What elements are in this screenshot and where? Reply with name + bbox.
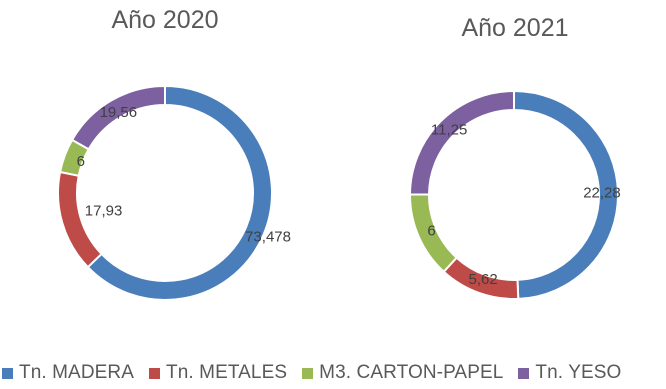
data-label-2021-metales: 5,62 [469, 271, 498, 288]
data-label-2021-carton-papel: 6 [427, 223, 435, 240]
legend-item-yeso: Tn. YESO [518, 362, 621, 384]
legend-swatch-madera [2, 367, 13, 379]
data-label-2021-yeso: 11,25 [431, 121, 467, 138]
slice-2020-metales [57, 170, 103, 269]
legend-item-metales: Tn. METALES [149, 362, 287, 384]
slice-2021-yeso [408, 89, 515, 196]
legend-swatch-yeso [518, 367, 530, 379]
slice-2020-yeso [70, 84, 166, 151]
legend-swatch-metales [149, 367, 161, 379]
legend-label-metales: Tn. METALES [166, 362, 288, 383]
legend-item-madera: Tn. MADERA [2, 362, 134, 384]
data-label-2021-madera: 22,28 [583, 185, 621, 202]
data-label-2020-madera: 73,478 [245, 228, 291, 245]
legend-swatch-carton-papel [302, 367, 314, 379]
data-label-2020-yeso: 19,56 [100, 104, 138, 121]
legend-item-carton-papel: M3. CARTON-PAPEL [302, 362, 503, 384]
chart-title-2021: Año 2021 [461, 14, 569, 42]
legend-label-yeso: Tn. YESO [535, 362, 622, 383]
legend-label-carton-papel: M3. CARTON-PAPEL [319, 362, 504, 383]
legend: Tn. MADERA Tn. METALES M3. CARTON-PAPEL … [0, 362, 666, 384]
chart-title-2020: Año 2020 [111, 6, 219, 34]
data-label-2020-metales: 17,93 [85, 202, 123, 219]
data-label-2020-carton-papel: 6 [77, 153, 85, 170]
legend-label-madera: Tn. MADERA [19, 362, 135, 383]
